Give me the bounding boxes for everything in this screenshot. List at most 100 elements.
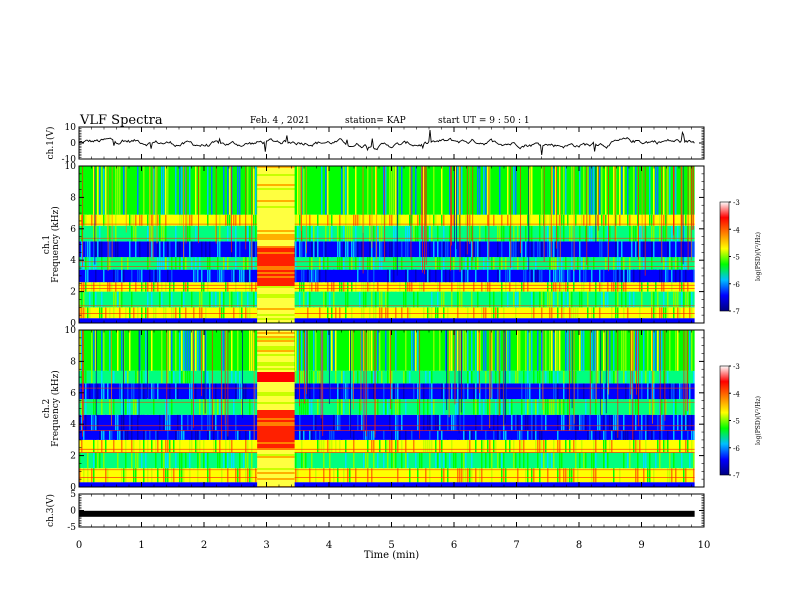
- spectral-streak: [95, 414, 97, 431]
- spectral-streak: [101, 241, 103, 258]
- burst-cell: [257, 372, 295, 374]
- spectral-streak: [659, 383, 661, 400]
- spectral-streak: [621, 282, 623, 292]
- burst-cell: [257, 392, 295, 394]
- spectral-streak: [85, 330, 87, 371]
- spectral-streak: [539, 370, 541, 384]
- spectral-streak: [437, 307, 439, 319]
- burst-cell: [257, 432, 295, 434]
- spectral-streak: [553, 269, 555, 283]
- spectral-streak: [217, 166, 219, 215]
- spectral-streak: [397, 399, 399, 415]
- spectral-streak: [483, 166, 485, 215]
- spectral-streak: [349, 383, 351, 400]
- spectral-streak: [311, 225, 313, 242]
- spectral-streak: [661, 414, 663, 431]
- spectral-streak: [535, 257, 537, 270]
- spectral-streak: [367, 439, 369, 453]
- spectral-streak: [435, 330, 437, 371]
- spectral-streak: [605, 370, 607, 384]
- spectral-streak: [563, 225, 565, 242]
- spectral-streak: [351, 383, 353, 400]
- spectral-streak: [347, 166, 349, 215]
- spectral-streak: [105, 214, 107, 226]
- spectral-streak: [131, 439, 133, 453]
- spectral-streak: [501, 241, 503, 258]
- spectral-streak: [321, 414, 323, 431]
- spectral-streak: [585, 269, 587, 283]
- spectral-streak: [491, 370, 493, 384]
- spectral-streak: [583, 166, 585, 215]
- spectral-streak: [565, 468, 567, 483]
- spectral-streak: [649, 257, 651, 270]
- spectral-streak: [467, 225, 469, 242]
- spectral-streak: [649, 452, 651, 469]
- spectral-streak: [221, 291, 223, 308]
- spectral-streak: [383, 399, 385, 415]
- spectral-streak: [417, 399, 419, 415]
- spectral-streak: [129, 282, 131, 292]
- spectral-streak: [325, 241, 327, 258]
- spectral-streak: [295, 257, 297, 270]
- spectral-streak: [213, 307, 215, 319]
- spectral-streak: [117, 291, 119, 308]
- spectral-streak: [533, 241, 535, 258]
- spectral-streak: [87, 468, 89, 483]
- spectral-streak: [133, 399, 135, 415]
- spectral-streak: [697, 270, 699, 283]
- spectral-streak: [537, 241, 539, 258]
- spectral-streak: [125, 430, 127, 440]
- spectral-streak: [693, 370, 695, 384]
- spectral-streak: [691, 241, 693, 258]
- spectral-streak: [571, 468, 573, 483]
- spectral-streak: [139, 269, 141, 283]
- spectral-streak: [501, 225, 503, 242]
- spectral-streak: [655, 452, 657, 469]
- spectral-streak: [133, 307, 135, 319]
- spectral-streak: [571, 225, 573, 242]
- spectral-streak: [103, 452, 105, 469]
- spectral-streak: [693, 291, 695, 308]
- spectral-streak: [661, 399, 663, 415]
- spectral-streak: [169, 291, 171, 308]
- spectral-streak: [321, 291, 323, 308]
- spectral-streak: [393, 166, 395, 215]
- spectral-streak: [497, 269, 499, 283]
- spectral-streak: [313, 241, 315, 258]
- spectral-streak: [115, 282, 117, 292]
- figure-title: VLF Spectra: [79, 113, 163, 128]
- spectral-streak: [181, 430, 183, 440]
- spectral-streak: [387, 269, 389, 283]
- spectral-streak: [531, 452, 533, 469]
- burst-cell: [257, 210, 295, 212]
- spectral-streak: [411, 269, 413, 283]
- spectral-streak: [245, 282, 247, 292]
- spectral-streak: [441, 269, 443, 283]
- spectral-streak: [563, 399, 565, 415]
- spectral-streak: [403, 383, 405, 400]
- spectral-streak: [151, 439, 153, 453]
- burst-cell: [257, 290, 295, 292]
- spectral-streak: [371, 439, 373, 453]
- spectral-streak: [485, 452, 487, 469]
- spectral-streak: [447, 439, 449, 453]
- spectral-streak: [553, 214, 555, 226]
- spectral-streak: [343, 468, 345, 483]
- spectral-streak: [243, 439, 245, 453]
- spectral-streak: [163, 225, 165, 242]
- burst-cell: [257, 420, 295, 422]
- spectral-streak: [431, 414, 433, 431]
- burst-cell: [257, 386, 295, 388]
- spectral-streak: [149, 439, 151, 453]
- spectral-streak: [525, 414, 527, 431]
- spectral-streak: [397, 383, 399, 400]
- spectral-streak: [165, 307, 167, 319]
- spectral-streak: [475, 257, 477, 270]
- burst-cell: [257, 170, 295, 172]
- spectral-streak: [609, 330, 611, 371]
- spectral-streak: [229, 166, 231, 215]
- spectral-streak: [665, 439, 667, 453]
- spectral-streak: [389, 307, 391, 319]
- spectral-streak: [313, 330, 315, 371]
